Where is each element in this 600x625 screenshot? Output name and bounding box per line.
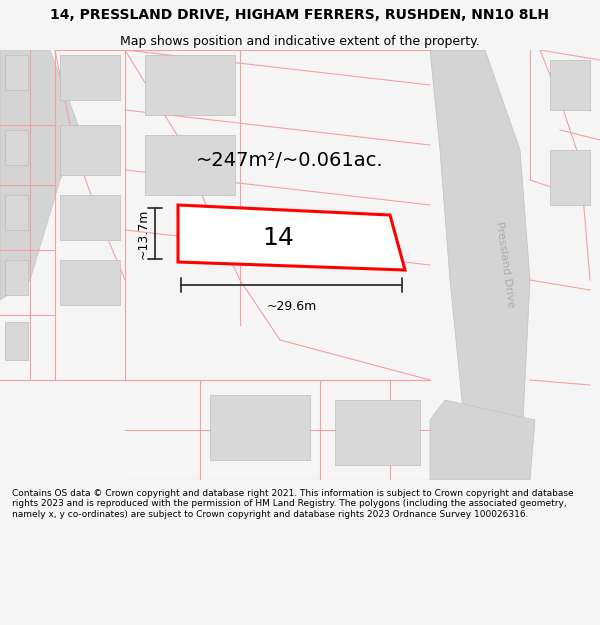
- Polygon shape: [60, 260, 120, 305]
- Polygon shape: [5, 322, 28, 360]
- Polygon shape: [5, 55, 28, 90]
- Polygon shape: [5, 260, 28, 295]
- Text: 14: 14: [262, 226, 293, 250]
- Polygon shape: [430, 50, 530, 480]
- Text: 14, PRESSLAND DRIVE, HIGHAM FERRERS, RUSHDEN, NN10 8LH: 14, PRESSLAND DRIVE, HIGHAM FERRERS, RUS…: [50, 8, 550, 22]
- Text: Map shows position and indicative extent of the property.: Map shows position and indicative extent…: [120, 34, 480, 48]
- Polygon shape: [145, 55, 235, 115]
- Polygon shape: [5, 130, 28, 165]
- Text: ~247m²/~0.061ac.: ~247m²/~0.061ac.: [196, 151, 384, 169]
- Polygon shape: [210, 395, 310, 460]
- Polygon shape: [0, 50, 80, 300]
- Polygon shape: [430, 400, 535, 480]
- Polygon shape: [178, 205, 405, 270]
- Polygon shape: [60, 55, 120, 100]
- Text: Pressland Drive: Pressland Drive: [494, 221, 516, 309]
- Polygon shape: [60, 195, 120, 240]
- Text: Contains OS data © Crown copyright and database right 2021. This information is : Contains OS data © Crown copyright and d…: [12, 489, 574, 519]
- Polygon shape: [335, 400, 420, 465]
- Polygon shape: [5, 195, 28, 230]
- Text: ~29.6m: ~29.6m: [266, 300, 317, 313]
- Text: ~13.7m: ~13.7m: [137, 208, 149, 259]
- Polygon shape: [550, 60, 590, 110]
- Polygon shape: [550, 150, 590, 205]
- Polygon shape: [145, 135, 235, 195]
- Polygon shape: [60, 125, 120, 175]
